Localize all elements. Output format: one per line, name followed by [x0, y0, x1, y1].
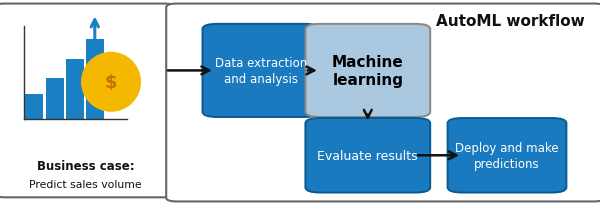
FancyBboxPatch shape	[66, 60, 84, 119]
Ellipse shape	[81, 53, 141, 112]
FancyBboxPatch shape	[46, 78, 64, 119]
FancyBboxPatch shape	[86, 40, 104, 119]
Text: Evaluate results: Evaluate results	[317, 149, 418, 162]
Text: Data extraction
and analysis: Data extraction and analysis	[215, 57, 307, 85]
Text: Deploy and make
predictions: Deploy and make predictions	[455, 141, 559, 170]
Text: $: $	[105, 74, 117, 91]
Text: Business case:: Business case:	[37, 159, 134, 172]
Text: Predict sales volume: Predict sales volume	[29, 179, 142, 189]
Text: AutoML workflow: AutoML workflow	[436, 14, 585, 29]
FancyBboxPatch shape	[166, 5, 600, 201]
FancyBboxPatch shape	[0, 5, 175, 197]
FancyBboxPatch shape	[305, 118, 430, 193]
FancyBboxPatch shape	[202, 25, 320, 117]
FancyBboxPatch shape	[448, 118, 566, 193]
FancyBboxPatch shape	[305, 25, 430, 117]
Text: Machine
learning: Machine learning	[332, 54, 404, 88]
FancyBboxPatch shape	[25, 95, 43, 119]
